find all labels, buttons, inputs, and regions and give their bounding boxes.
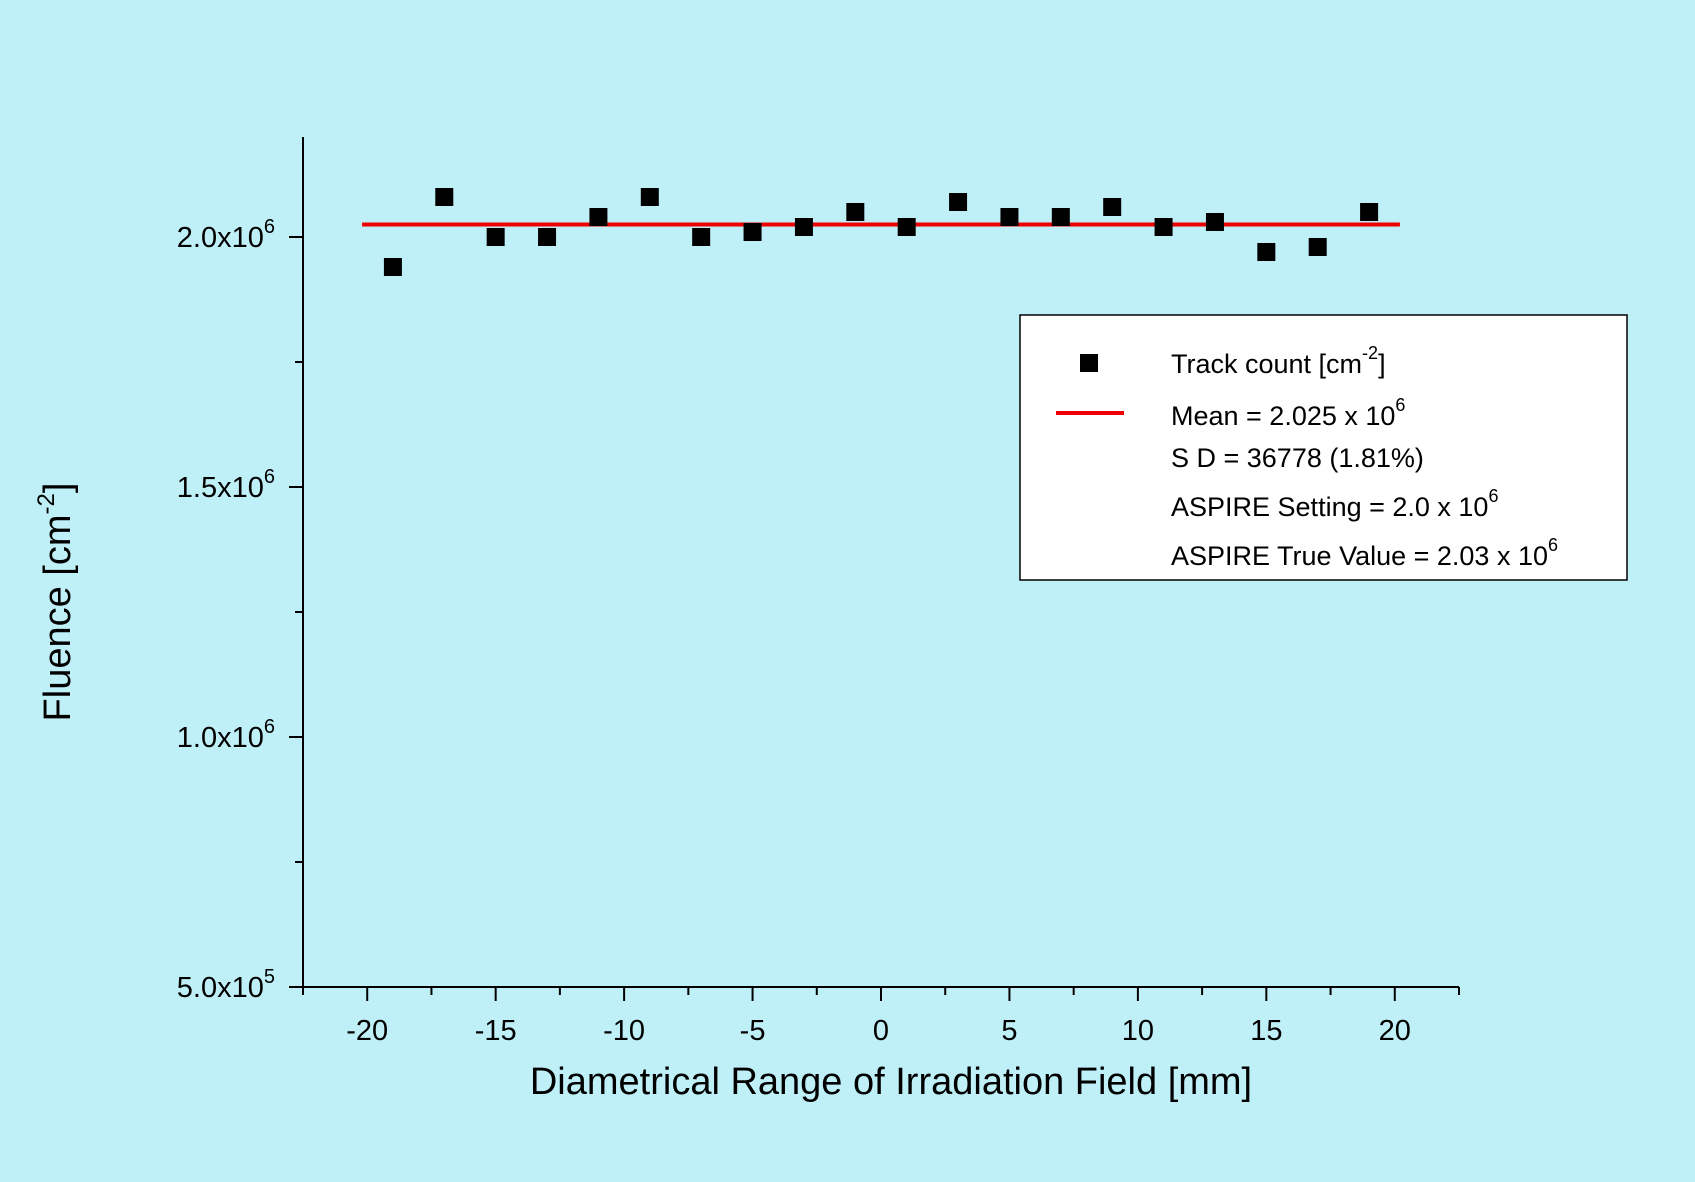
data-point	[743, 223, 762, 241]
x-tick-label: 15	[1250, 1015, 1282, 1047]
x-tick-label: -15	[475, 1015, 517, 1047]
data-point	[640, 188, 659, 206]
x-tick-label: 20	[1379, 1015, 1411, 1047]
data-point	[1103, 198, 1122, 216]
x-tick-label: 5	[1001, 1015, 1017, 1047]
data-point	[1154, 218, 1173, 236]
legend-entry-label: Track count [cm-2]	[1171, 343, 1386, 379]
y-tick-label: 5.0x105	[177, 966, 275, 1004]
data-point	[1308, 238, 1327, 256]
legend-box	[1019, 314, 1628, 581]
data-point	[1360, 203, 1379, 221]
data-point	[435, 188, 454, 206]
y-axis-title: Fluence [cm-2]	[33, 483, 79, 722]
data-point	[1205, 213, 1224, 231]
legend: Track count [cm-2] Mean = 2.025 x 106 S D …	[1019, 314, 1628, 581]
legend-entry-label: ASPIRE Setting = 2.0 x 106	[1171, 486, 1498, 522]
y-tick-label: 1.0x106	[177, 716, 275, 754]
x-tick-label: -20	[346, 1015, 388, 1047]
data-point	[1051, 208, 1070, 226]
data-point	[1257, 243, 1276, 261]
legend-entry-label: Mean = 2.025 x 106	[1171, 395, 1405, 431]
y-tick-label: 2.0x106	[177, 216, 275, 254]
data-point	[794, 218, 813, 236]
data-point	[383, 258, 402, 276]
x-tick-label: 0	[873, 1015, 889, 1047]
data-point	[486, 228, 505, 246]
data-point	[1000, 208, 1019, 226]
x-tick-label: -5	[740, 1015, 766, 1047]
x-tick-label: 10	[1122, 1015, 1154, 1047]
x-axis-title: Diametrical Range of Irradiation Field […	[530, 1061, 1252, 1103]
data-point	[897, 218, 916, 236]
legend-entry-label: ASPIRE True Value = 2.03 x 106	[1171, 535, 1558, 571]
data-point	[589, 208, 608, 226]
axes: -20 -15 -10 -5 0 5 10 15 20 5.0x105 1.0x106 1.5x106…	[177, 137, 1460, 1047]
legend-entry-label: S D = 36778 (1.81%)	[1171, 443, 1424, 473]
data-point	[692, 228, 711, 246]
data-point	[846, 203, 865, 221]
x-tick-label: -10	[603, 1015, 645, 1047]
data-point	[538, 228, 557, 246]
series-layer	[362, 188, 1400, 276]
data-point	[949, 193, 968, 211]
legend-square-marker	[1080, 354, 1098, 372]
y-tick-label: 1.5x106	[177, 466, 275, 504]
